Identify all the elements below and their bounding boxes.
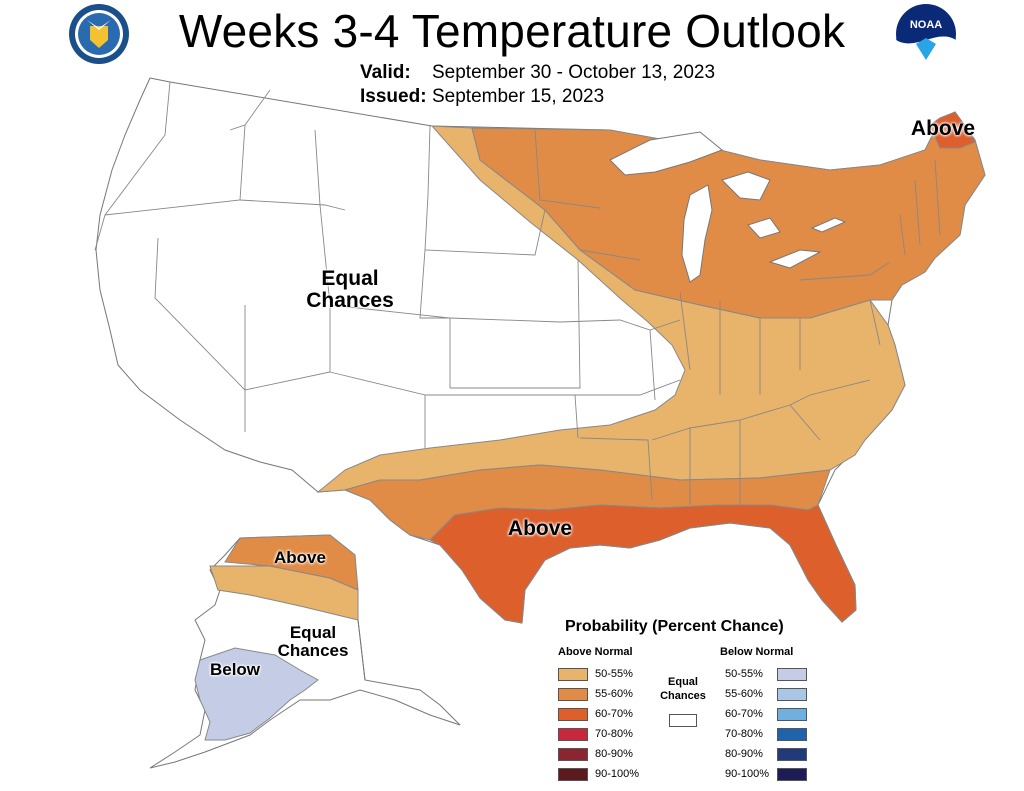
legend-below-swatch [777,688,807,701]
legend-below-label: 80-90% [725,748,763,760]
alaska-above-55-60-region [224,534,359,591]
valid-line: Valid: September 30 - October 13, 2023 [360,62,715,84]
noaa-logo-icon: NOAA [896,4,956,70]
legend-below-label: 55-60% [725,688,763,700]
conus-above-55-60-north-region [471,111,986,319]
legend-above-swatch [558,748,588,761]
legend-below-label: 50-55% [725,668,763,680]
alaska-equal-chances-label: Equal Chances [277,623,349,660]
issued-value: September 15, 2023 [432,86,605,107]
legend-above-swatch [558,688,588,701]
noaa-logo-text: NOAA [910,19,942,31]
alaska-map [149,534,461,769]
legend-below-swatch [777,668,807,681]
legend-below-label: 70-80% [725,728,763,740]
conus-equal-chances-label: Equal Chances [306,267,394,313]
legend-above-swatch [558,668,588,681]
doc-seal-icon [69,4,129,64]
conus-above-60-70-gulf-region [429,504,857,624]
legend-above-swatch [558,708,588,721]
alaska-below-label: Below [209,660,261,679]
legend-below-swatch [777,748,807,761]
legend-above-label: 50-55% [595,668,633,680]
legend-below-swatch [777,768,807,781]
state-borders [94,81,941,505]
legend-below-heading: Below Normal [720,646,794,658]
legend-above-label: 90-100% [595,768,640,780]
legend-above-swatch [558,728,588,741]
alaska-below-50-55-region [194,647,319,741]
conus-above-northeast-label: Above [910,117,976,140]
legend-above-label: 70-80% [595,728,633,740]
legend-below-label: 90-100% [725,768,770,780]
legend-above-label: 80-90% [595,748,633,760]
alaska-above-label: Above [274,548,326,567]
legend-equal-chances-swatch [669,714,697,727]
legend-below-label: 60-70% [725,708,763,720]
legend-above-swatch [558,768,588,781]
legend-above-heading: Above Normal [558,646,633,658]
legend-above-label: 60-70% [595,708,633,720]
valid-value: September 30 - October 13, 2023 [432,62,716,83]
legend-below-swatch [777,728,807,741]
conus-above-south-label: Above [507,517,573,540]
alaska-border-line [357,619,366,681]
legend-title: Probability (Percent Chance) [565,618,784,635]
great-lakes [609,131,847,283]
valid-label: Valid: [360,62,411,83]
conus-above-60-70-maine-region [929,111,976,149]
issued-label: Issued: [360,86,427,107]
legend-equal-chances-label: Equal Chances [660,676,706,702]
legend-above-label: 55-60% [595,688,633,700]
probability-legend: Probability (Percent Chance) Above Norma… [555,614,815,786]
issued-line: Issued: September 15, 2023 [360,86,604,108]
page-title: Weeks 3-4 Temperature Outlook [178,5,846,57]
legend-below-swatch [777,708,807,721]
